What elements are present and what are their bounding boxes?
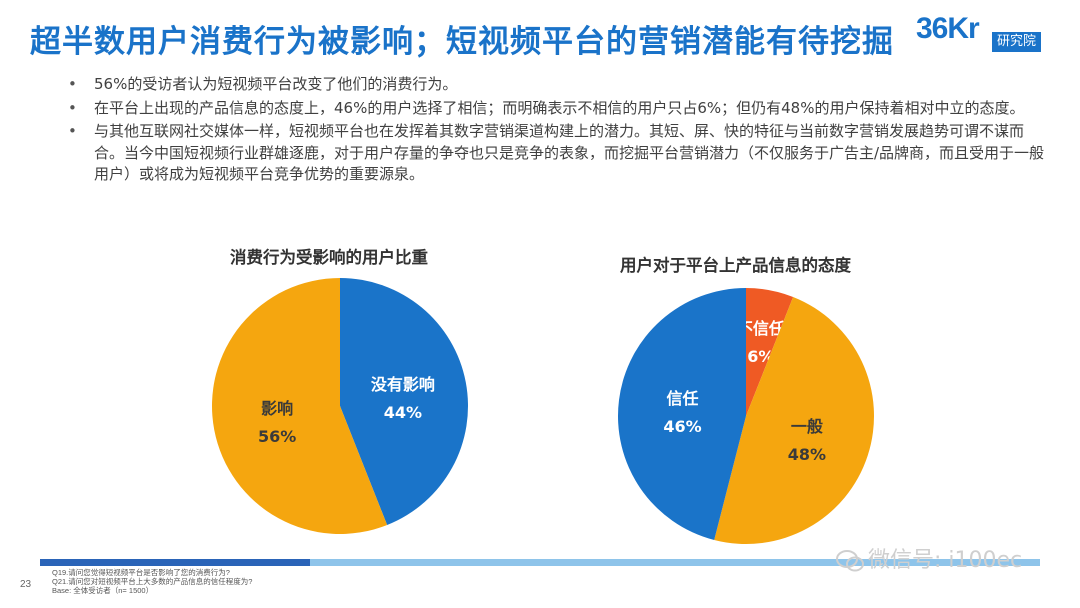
pie-value-1-2: 46% [663, 417, 701, 436]
brand-logo: 36Kr 研究院 [916, 12, 1064, 54]
pie-value-0-1: 56% [258, 427, 296, 446]
footer-strip [40, 559, 1040, 566]
watermark: 微信号: i100ec [836, 542, 1022, 574]
bullet-item: 在平台上出现的产品信息的态度上，46%的用户选择了相信；而明确表示不相信的用户只… [68, 98, 1053, 120]
wechat-icon [836, 550, 864, 572]
logo-mark: 36Kr [916, 12, 980, 45]
page-number: 23 [20, 579, 32, 590]
logo-subtitle: 研究院 [992, 32, 1042, 52]
watermark-text: 微信号: i100ec [868, 548, 1023, 573]
pie-slice-0-1 [212, 278, 388, 534]
pie-slice-1-0 [746, 288, 794, 416]
bullet-item: 与其他互联网社交媒体一样，短视频平台也在发挥着其数字营销渠道构建上的潜力。其短、… [68, 121, 1053, 186]
chart-title-consumption: 消费行为受影响的用户比重 [230, 248, 428, 267]
pie-label-0-0: 没有影响 [371, 375, 435, 394]
pie-label-1-2: 信任 [666, 389, 698, 408]
pie-label-1-1: 一般 [791, 417, 823, 436]
pie-chart-consumption: 没有影响 44% 影响 56% [212, 278, 468, 534]
pie-slice-1-2 [618, 288, 746, 540]
pie-label-1-0: 不信任 [737, 319, 785, 338]
page-title: 超半数用户消费行为被影响；短视频平台的营销潜能有待挖掘 [30, 24, 894, 60]
footnotes: Q19.请问您觉得短视频平台是否影响了您的消费行为? Q21.请问您对短视频平台… [52, 568, 252, 595]
summary-bullets: 56%的受访者认为短视频平台改变了他们的消费行为。 在平台上出现的产品信息的态度… [68, 74, 1053, 188]
footnote-q19: Q19.请问您觉得短视频平台是否影响了您的消费行为? [52, 568, 230, 577]
pie-label-0-1: 影响 [261, 399, 293, 418]
footnote-base: Base: 全体受访者（n= 1500） [52, 586, 154, 595]
pie-slice-0-0 [340, 278, 468, 526]
footnote-q21: Q21.请问您对短视频平台上大多数的产品信息的信任程度为? [52, 577, 253, 586]
pie-slice-1-1 [714, 296, 874, 544]
pie-value-1-1: 48% [788, 445, 826, 464]
chart-title-attitude: 用户对于平台上产品信息的态度 [620, 256, 851, 275]
pie-value-0-0: 44% [384, 403, 422, 422]
bullet-item: 56%的受访者认为短视频平台改变了他们的消费行为。 [68, 74, 1053, 96]
